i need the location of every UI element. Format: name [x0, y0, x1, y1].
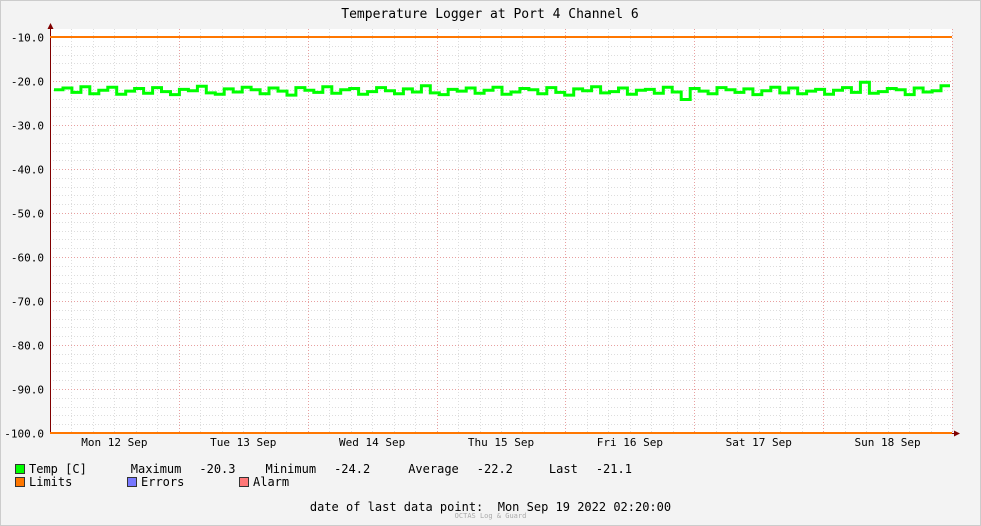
y-tick-label: -100.0	[4, 428, 44, 441]
alarm-swatch	[239, 477, 249, 487]
x-tick-label: Wed 14 Sep	[339, 436, 405, 449]
maximum-value: -20.3	[199, 462, 236, 476]
last-data-point: date of last data point: Mon Sep 19 2022…	[0, 500, 981, 514]
legend-alarm-label: Alarm	[253, 475, 290, 489]
x-tick-label: Mon 12 Sep	[81, 436, 147, 449]
y-tick-label: -90.0	[11, 384, 44, 397]
y-tick-label: -80.0	[11, 340, 44, 353]
last-label: Last	[548, 462, 578, 476]
x-tick-label: Fri 16 Sep	[597, 436, 663, 449]
y-axis-arrow	[47, 23, 54, 29]
y-tick-label: -30.0	[11, 120, 44, 133]
minimum-value: -24.2	[334, 462, 371, 476]
legend-limits-label: Limits	[29, 475, 73, 489]
average-label: Average	[408, 462, 459, 476]
average-value: -22.2	[476, 462, 513, 476]
legend-row-status: Limits Errors Alarm	[15, 476, 289, 488]
last-data-value: Mon Sep 19 2022 02:20:00	[497, 500, 672, 514]
temp-swatch	[15, 464, 25, 474]
y-tick-label: -50.0	[11, 208, 44, 221]
y-tick-label: -70.0	[11, 296, 44, 309]
y-tick-label: -40.0	[11, 164, 44, 177]
x-axis-arrow	[954, 430, 960, 437]
x-tick-label: Sun 18 Sep	[854, 436, 920, 449]
credit-text: OCTAS Log & Guard	[454, 512, 527, 520]
x-tick-label: Sat 17 Sep	[726, 436, 792, 449]
x-tick-label: Thu 15 Sep	[468, 436, 534, 449]
last-value: -21.1	[595, 462, 632, 476]
x-tick-label: Tue 13 Sep	[210, 436, 276, 449]
y-tick-label: -20.0	[11, 76, 44, 89]
chart-title: Temperature Logger at Port 4 Channel 6	[341, 7, 638, 22]
minimum-label: Minimum	[265, 462, 317, 476]
y-tick-label: -10.0	[11, 32, 44, 45]
errors-swatch	[127, 477, 137, 487]
temp-series-line	[54, 80, 950, 101]
limits-swatch	[15, 477, 25, 487]
legend-row-temp: Temp [C] Maximum -20.3 Minimum -24.2 Ave…	[15, 463, 632, 475]
maximum-label: Maximum	[130, 462, 182, 476]
y-tick-label: -60.0	[11, 252, 44, 265]
last-data-label: date of last data point:	[309, 500, 484, 514]
legend-errors-label: Errors	[141, 475, 185, 489]
legend-temp-label: Temp [C]	[29, 462, 87, 476]
